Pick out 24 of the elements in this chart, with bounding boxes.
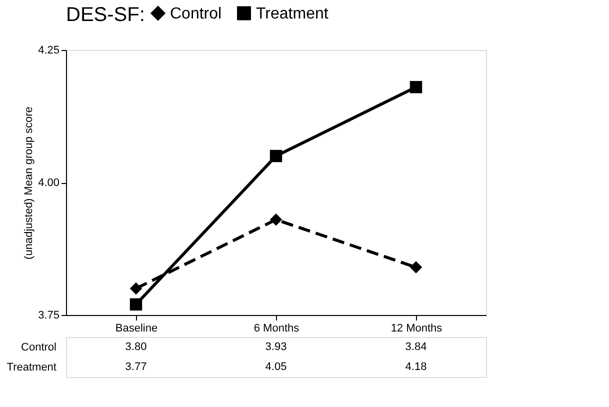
- data-label: 3.77: [125, 361, 147, 373]
- data-label: 4.18: [405, 361, 427, 373]
- y-tick-label: 3.75: [38, 310, 60, 322]
- y-axis-title: (unadjusted) Mean group score: [23, 106, 36, 260]
- x-tick-label: Baseline: [115, 322, 158, 334]
- legend-label: Control: [170, 5, 222, 22]
- point: [130, 282, 142, 295]
- x-tick-label: 12 Months: [390, 322, 443, 334]
- x-tick-label: 6 Months: [254, 322, 300, 334]
- point: [410, 80, 422, 94]
- text: Treatment: [6, 362, 56, 374]
- text: Control: [21, 342, 56, 354]
- legend-label: Treatment: [256, 5, 329, 22]
- y-tick-label: 4.00: [38, 177, 60, 189]
- data-label: 4.05: [265, 361, 287, 373]
- legend-title: DES-SF:: [66, 4, 145, 26]
- point: [410, 261, 422, 274]
- point: [270, 213, 282, 226]
- data-label: 3.84: [405, 341, 427, 353]
- data-label: 3.80: [125, 341, 147, 353]
- data-label: 3.93: [265, 341, 287, 353]
- y-tick-label: 4.25: [38, 44, 60, 56]
- point: [130, 298, 142, 311]
- point: [270, 150, 282, 162]
